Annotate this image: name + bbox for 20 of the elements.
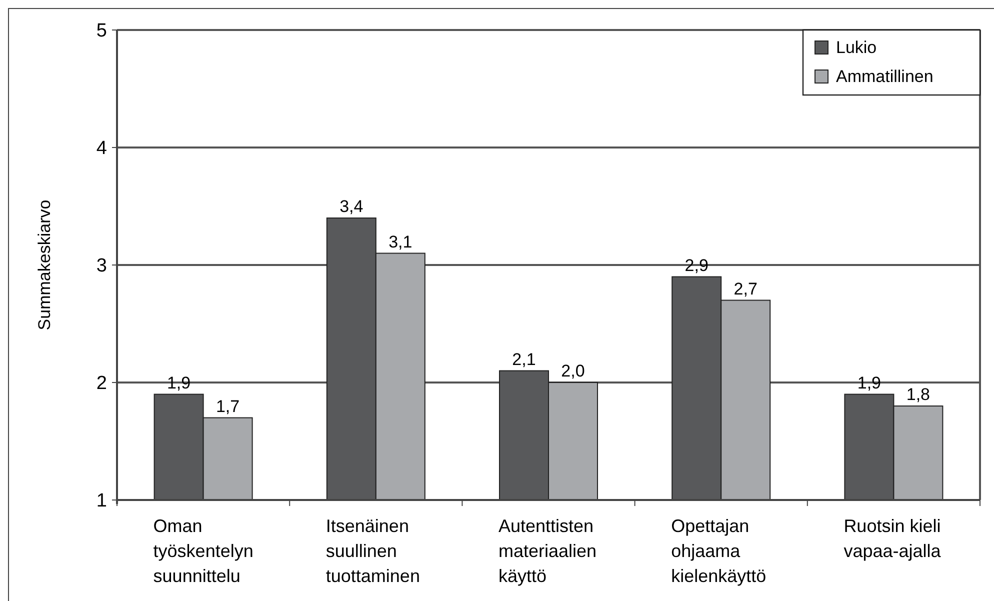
y-tick-label: 3 [96, 256, 107, 277]
data-label: 1,8 [906, 385, 930, 404]
x-tick-label: Ruotsin kieli vapaa-ajalla [844, 516, 942, 561]
y-tick-label: 2 [96, 373, 107, 394]
data-label: 1,7 [216, 396, 240, 416]
y-tick-label: 4 [96, 138, 108, 160]
x-tick-label: Itsenäinen suullinen tuottaminen [326, 516, 420, 586]
y-tick-label: 5 [96, 20, 107, 42]
data-label: 3,4 [340, 197, 364, 216]
data-label: 3,1 [388, 232, 412, 252]
data-label: 2,7 [734, 279, 758, 298]
legend-label: Lukio [836, 38, 877, 57]
data-label: 2,1 [512, 350, 536, 369]
x-tick-label: Autenttisten materiaalien käyttö [498, 516, 597, 586]
x-tick-label: Oman työskentelyn suunnittelu [153, 516, 254, 586]
legend-label: Ammatillinen [836, 67, 934, 86]
x-tick-label: Opettajan ohjaama kielenkäyttö [671, 516, 766, 586]
y-axis-title: Summakeskiarvo [35, 200, 54, 330]
y-tick-label: 1 [96, 490, 107, 512]
data-label: 2,0 [561, 362, 585, 380]
